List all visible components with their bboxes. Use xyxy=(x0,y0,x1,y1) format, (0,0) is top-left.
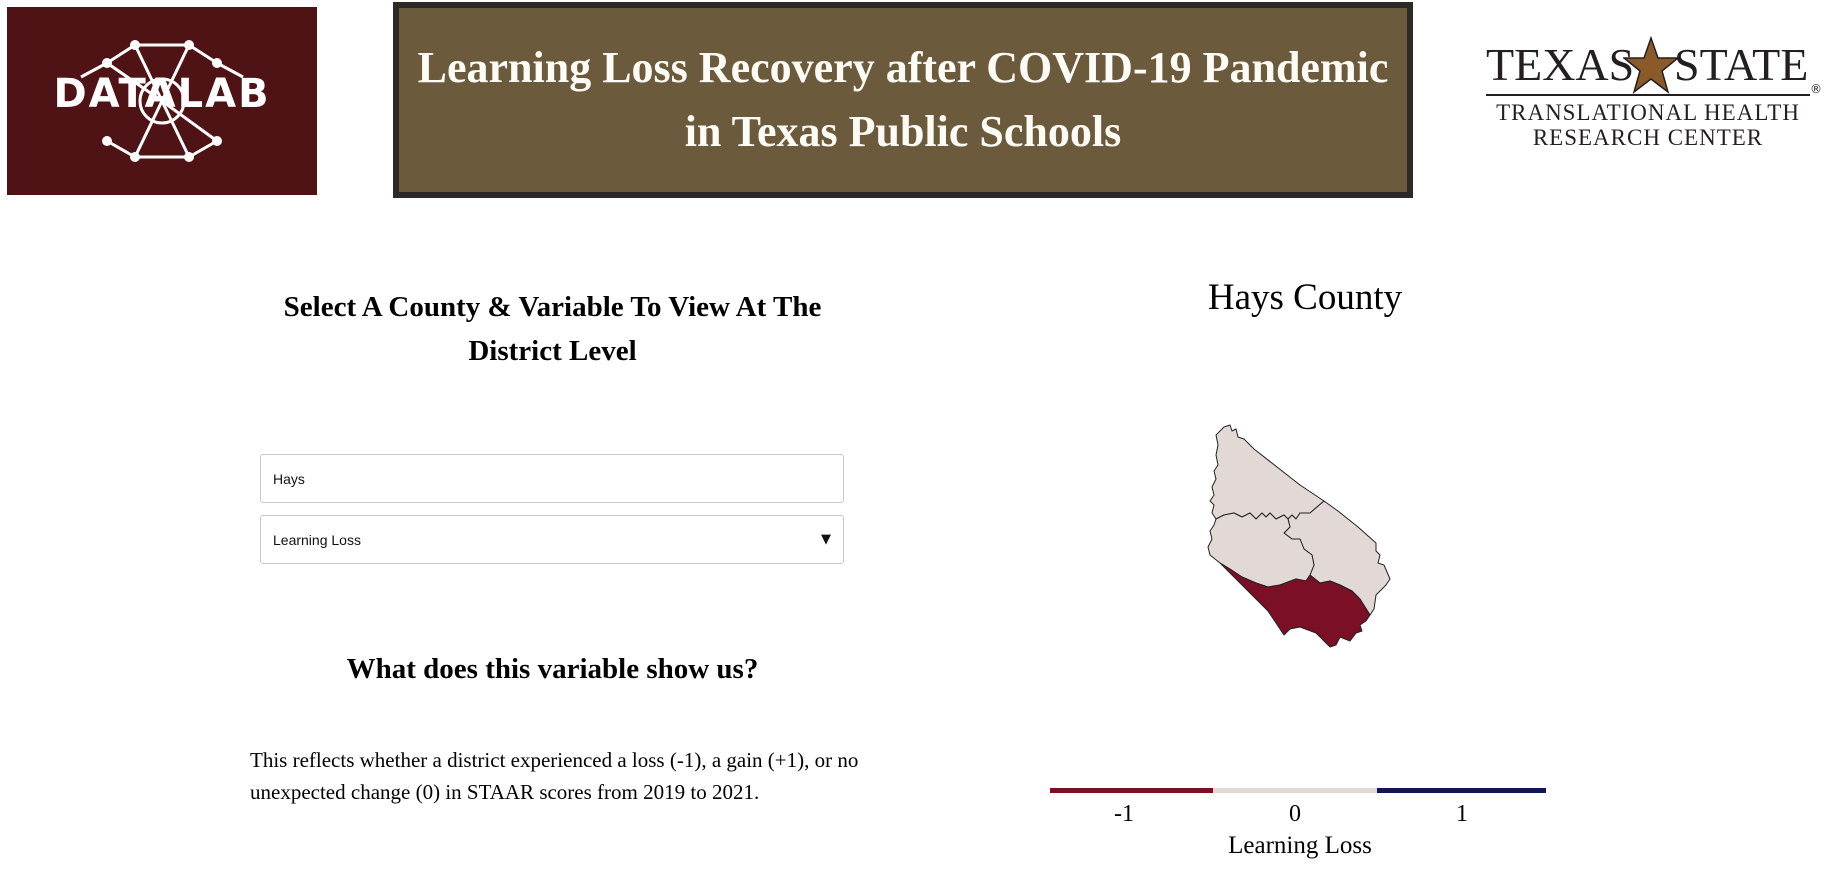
legend-bar-positive xyxy=(1377,788,1546,793)
page-title: Learning Loss Recovery after COVID-19 Pa… xyxy=(417,43,1389,156)
registered-mark: ® xyxy=(1810,82,1822,96)
district-west xyxy=(1207,512,1315,588)
district-north xyxy=(1209,424,1325,520)
county-selector-value: Hays xyxy=(273,470,305,487)
map-legend: -1 0 1 Learning Loss xyxy=(1050,780,1550,870)
legend-tick-positive: 1 xyxy=(1456,801,1468,827)
legend-bar-negative xyxy=(1050,788,1213,793)
logo-word-texas: TEXAS xyxy=(1486,39,1635,90)
datalab-logo: DATALAB xyxy=(7,7,317,195)
map-title: Hays County xyxy=(1207,277,1403,318)
network-graph-icon xyxy=(80,40,244,162)
legend-tick-neutral: 0 xyxy=(1289,801,1301,827)
variable-select[interactable]: Learning Loss ▼ xyxy=(260,515,844,564)
district-south xyxy=(1219,562,1371,648)
logo-subtitle-line2: RESEARCH CENTER xyxy=(1532,125,1764,150)
legend-tick-negative: -1 xyxy=(1114,801,1134,827)
explanation-text: This reflects whether a district experie… xyxy=(250,748,859,804)
logo-word-state: STATE xyxy=(1674,39,1809,90)
triangle-down-icon: ▼ xyxy=(821,532,831,547)
county-selector[interactable]: Hays xyxy=(260,454,844,503)
legend-title: Learning Loss xyxy=(1228,832,1372,859)
explanation-heading: What does this variable show us? xyxy=(346,653,759,685)
county-district-map xyxy=(1207,424,1391,648)
star-icon xyxy=(1623,36,1679,94)
controls-heading: Select A County & Variable To View At Th… xyxy=(283,291,822,367)
variable-select-value: Learning Loss xyxy=(273,531,361,548)
datalab-wordmark: DATALAB xyxy=(53,71,271,117)
logo-subtitle-line1: TRANSLATIONAL HEALTH xyxy=(1496,100,1800,125)
title-banner: Learning Loss Recovery after COVID-19 Pa… xyxy=(393,2,1413,198)
texas-state-logo: TEXAS STATE ® TRANSLATIONAL HEALTH RESEA… xyxy=(1480,28,1822,158)
legend-bar-neutral xyxy=(1213,788,1377,793)
logo-divider xyxy=(1486,94,1810,96)
